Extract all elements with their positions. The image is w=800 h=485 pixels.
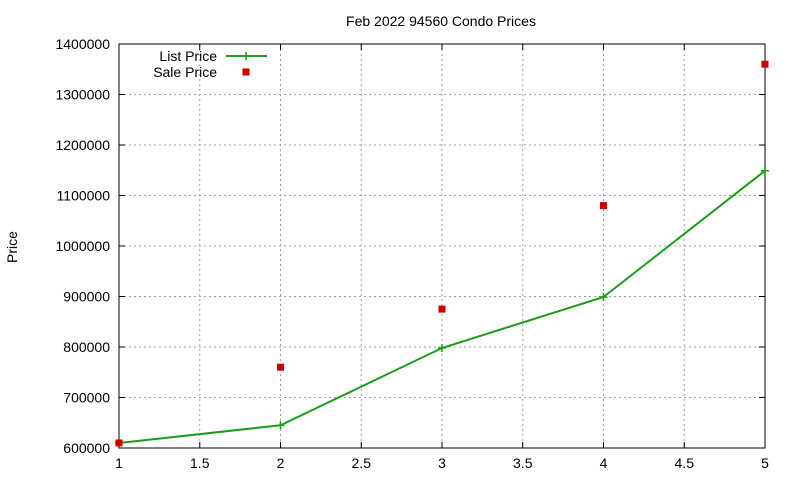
- y-tick-label: 700000: [63, 390, 110, 406]
- series-2: [115, 60, 769, 447]
- x-tick-label: 3: [438, 455, 446, 471]
- x-tick-label: 1.5: [190, 455, 210, 471]
- y-tick-label: 900000: [63, 289, 110, 305]
- y-axis-label: Price: [4, 231, 20, 263]
- y-tick-label: 1400000: [55, 36, 110, 52]
- x-tick-label: 4.5: [675, 455, 695, 471]
- y-tick-label: 1300000: [55, 87, 110, 103]
- y-tick-label: 600000: [63, 440, 110, 456]
- x-tick-label: 1: [115, 455, 123, 471]
- y-tick-label: 1200000: [55, 137, 110, 153]
- x-tick-label: 3.5: [513, 455, 533, 471]
- y-tick-label: 1000000: [55, 238, 110, 254]
- x-tick-label: 5: [761, 455, 769, 471]
- chart-title: Feb 2022 94560 Condo Prices: [346, 13, 536, 29]
- axis-ticks: 1 1.5 2 2.5 3 3.5 4 4.5 5 600000 700000 800000 90000…: [55, 36, 769, 471]
- y-tick-label: 800000: [63, 339, 110, 355]
- y-tick-label: 1100000: [57, 188, 111, 204]
- data-point: [438, 305, 446, 313]
- data-point: [276, 421, 285, 430]
- legend-label: Sale Price: [153, 64, 217, 80]
- grid-lines: [119, 44, 765, 448]
- series-layer: [115, 60, 769, 447]
- legend-label: List Price: [159, 48, 217, 64]
- x-tick-label: 2.5: [352, 455, 372, 471]
- data-point: [438, 344, 446, 353]
- data-point: [115, 439, 123, 447]
- x-tick-label: 4: [600, 455, 608, 471]
- data-point: [761, 166, 769, 175]
- legend-marker: [242, 68, 250, 76]
- x-tick-label: 2: [277, 455, 285, 471]
- data-point: [599, 293, 608, 302]
- data-point: [761, 60, 769, 68]
- legend-marker: [242, 52, 250, 60]
- data-point: [600, 202, 607, 210]
- data-point: [277, 363, 284, 371]
